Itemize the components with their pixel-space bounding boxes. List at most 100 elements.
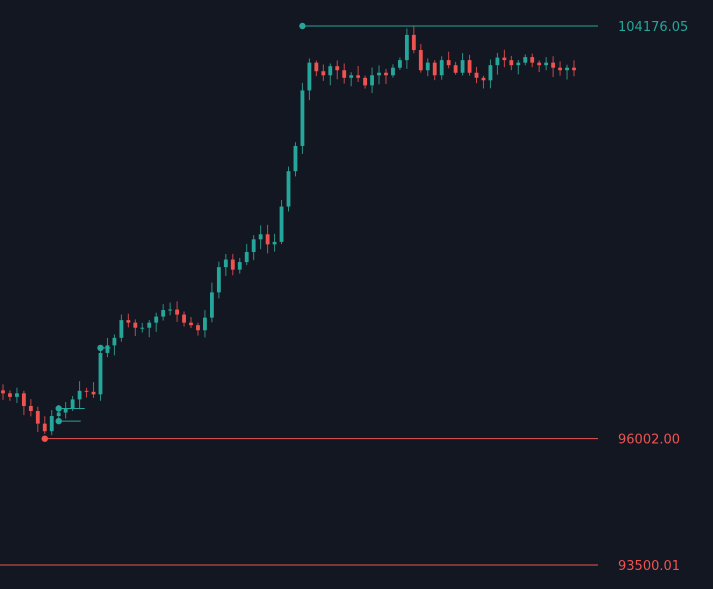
candle-body bbox=[196, 325, 200, 331]
candle-body bbox=[63, 408, 68, 413]
candle-body bbox=[1, 390, 5, 394]
candle bbox=[377, 65, 381, 85]
price-labels-layer: 104176.05 96002.00 93500.01 bbox=[618, 20, 688, 574]
candle bbox=[42, 416, 47, 434]
candle-body bbox=[203, 317, 207, 331]
price-lines-layer bbox=[0, 25, 598, 566]
candle bbox=[537, 60, 542, 73]
candle-body bbox=[147, 322, 152, 328]
price-label: 104176.05 bbox=[618, 20, 688, 35]
candle bbox=[119, 314, 124, 342]
candle-body bbox=[565, 67, 569, 71]
price-marker-dot[interactable] bbox=[41, 435, 48, 442]
candle bbox=[223, 253, 228, 276]
candle-body bbox=[551, 62, 556, 68]
candle-body bbox=[363, 77, 368, 86]
candle-body bbox=[182, 314, 186, 323]
candle-body bbox=[523, 57, 528, 63]
candle bbox=[474, 66, 479, 84]
candle-body bbox=[418, 50, 423, 71]
candle-body bbox=[49, 416, 54, 432]
candle-body bbox=[133, 322, 138, 328]
candle-body bbox=[258, 234, 263, 240]
candle-body bbox=[384, 72, 388, 76]
candle bbox=[356, 66, 361, 82]
candle-body bbox=[112, 337, 117, 346]
candle-body bbox=[446, 60, 451, 66]
price-marker-dot[interactable] bbox=[55, 405, 62, 412]
candle bbox=[286, 166, 291, 212]
candle bbox=[98, 347, 103, 401]
candle bbox=[530, 53, 535, 68]
candle bbox=[272, 233, 277, 252]
candle bbox=[453, 61, 458, 75]
candle bbox=[418, 44, 423, 73]
candle-body bbox=[544, 62, 549, 66]
candle-body bbox=[439, 60, 444, 76]
candle-body bbox=[244, 251, 249, 263]
candle-body bbox=[70, 399, 75, 409]
candle-body bbox=[91, 391, 96, 395]
candle-body bbox=[370, 75, 374, 86]
candle-body bbox=[404, 34, 409, 61]
candle bbox=[196, 322, 200, 336]
candle-body bbox=[425, 62, 430, 71]
price-marker-dot[interactable] bbox=[299, 22, 306, 30]
candle-body bbox=[460, 60, 465, 73]
candle bbox=[384, 68, 388, 85]
candle-body bbox=[272, 241, 277, 245]
candle-body bbox=[216, 267, 221, 293]
candle bbox=[551, 56, 556, 78]
candle-body bbox=[502, 57, 507, 61]
candle-body bbox=[328, 66, 333, 76]
candle-body bbox=[42, 423, 47, 432]
candle-body bbox=[265, 234, 270, 245]
candle bbox=[342, 63, 347, 84]
candle-body bbox=[175, 309, 180, 315]
candle bbox=[279, 200, 284, 245]
candle-body bbox=[105, 345, 110, 353]
candle-body bbox=[516, 62, 521, 66]
candle bbox=[49, 410, 54, 436]
candle bbox=[265, 224, 270, 254]
candle bbox=[175, 301, 180, 322]
candle-body bbox=[15, 393, 19, 397]
candle bbox=[509, 55, 514, 71]
candle bbox=[258, 225, 263, 250]
candle-body bbox=[509, 60, 514, 66]
price-marker-dot[interactable] bbox=[97, 344, 104, 352]
candle bbox=[300, 82, 305, 154]
candle bbox=[565, 64, 569, 80]
candle-body bbox=[558, 67, 562, 71]
candle-body bbox=[279, 206, 284, 242]
price-marker-dot[interactable] bbox=[55, 417, 62, 425]
candle bbox=[63, 401, 68, 419]
candle bbox=[516, 60, 521, 75]
candle-body bbox=[237, 262, 242, 270]
candle-body bbox=[335, 66, 340, 71]
candle-body bbox=[481, 77, 486, 81]
candle-body bbox=[432, 62, 437, 76]
candle-body bbox=[98, 352, 103, 395]
candle bbox=[189, 317, 193, 328]
candle bbox=[77, 381, 82, 410]
candle-body bbox=[209, 292, 214, 318]
candle-body bbox=[397, 60, 402, 68]
candle-body bbox=[21, 393, 26, 406]
candle bbox=[21, 390, 26, 416]
candle-body bbox=[8, 393, 12, 397]
markers-layer bbox=[41, 22, 306, 442]
candle-body bbox=[56, 412, 61, 417]
candle bbox=[488, 59, 493, 89]
candle-body bbox=[77, 390, 82, 400]
candle-body bbox=[84, 390, 89, 392]
candle bbox=[411, 26, 416, 54]
candle-body bbox=[230, 259, 235, 270]
candle-body bbox=[474, 72, 479, 78]
candle-body bbox=[251, 239, 256, 252]
candle bbox=[182, 311, 186, 327]
candle-body bbox=[35, 411, 40, 424]
candle bbox=[1, 384, 5, 400]
